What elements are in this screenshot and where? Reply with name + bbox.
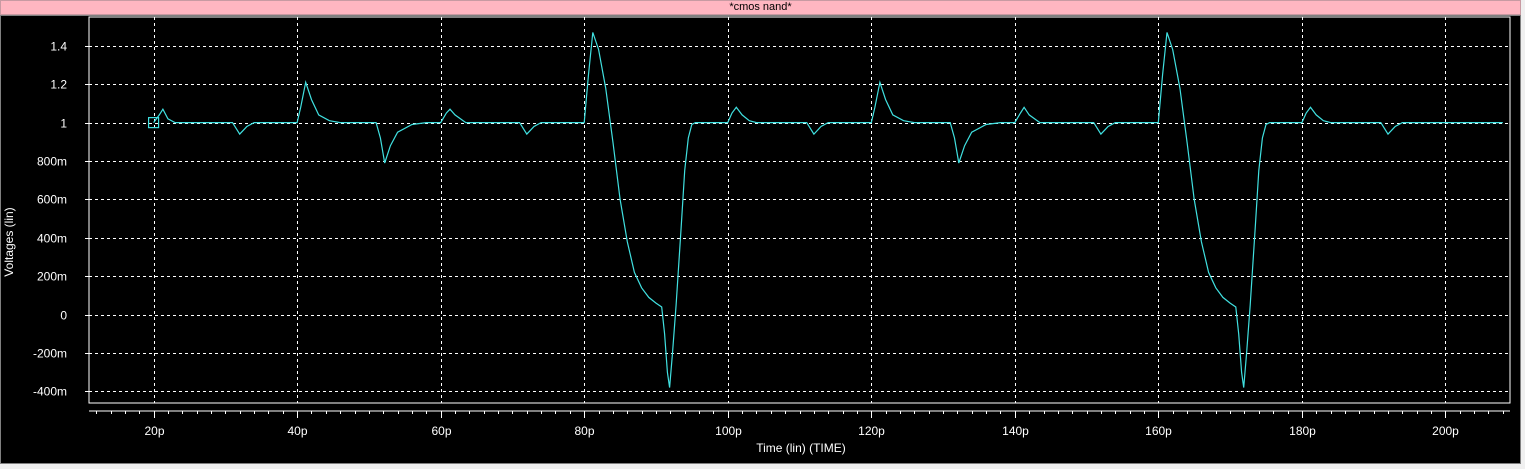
y-axis-ticks: 1.4 1.2 1 800m 600m 400m 200m 0 -200m -400m — [33, 40, 89, 399]
window-edge — [1521, 0, 1525, 469]
x-tick-label: 80p — [574, 424, 594, 438]
window-title: *cmos nand* — [729, 1, 792, 13]
x-tick-label: 160p — [1145, 424, 1172, 438]
window-title-bar[interactable]: *cmos nand* — [0, 0, 1521, 15]
y-tick-label: 600m — [37, 193, 67, 207]
x-tick-label: 20p — [144, 424, 164, 438]
voltage-trace — [153, 32, 1503, 388]
trace — [147, 32, 1503, 388]
x-tick-label: 100p — [715, 424, 742, 438]
y-axis-label: Voltages (lin) — [2, 207, 16, 276]
y-tick-label: 0 — [60, 309, 67, 323]
x-tick-label: 140p — [1002, 424, 1029, 438]
trace-marker — [147, 117, 160, 129]
x-tick-label: 60p — [431, 424, 451, 438]
grid — [89, 17, 1510, 403]
plot-frame — [88, 16, 1511, 404]
y-tick-label: -400m — [33, 385, 67, 399]
x-tick-label: 120p — [858, 424, 885, 438]
y-tick-label: 800m — [37, 155, 67, 169]
x-tick-label: 40p — [287, 424, 307, 438]
x-tick-label: 180p — [1289, 424, 1316, 438]
x-axis: 20p 40p 60p 80p 100p 120p 140p 160p 180p 200p — [89, 410, 1510, 438]
y-tick-label: -200m — [33, 347, 67, 361]
y-tick-label: 200m — [37, 270, 67, 284]
y-tick-label: 1.2 — [50, 78, 67, 92]
x-axis-label: Time (lin) (TIME) — [756, 441, 846, 455]
y-tick-label: 1.4 — [50, 40, 67, 54]
y-tick-label: 1 — [60, 117, 67, 131]
plot-area[interactable] — [0, 15, 1521, 464]
window-bottom-edge — [0, 464, 1525, 469]
plot-border — [88, 16, 1511, 404]
y-tick-label: 400m — [37, 232, 67, 246]
x-tick-label: 200p — [1432, 424, 1459, 438]
